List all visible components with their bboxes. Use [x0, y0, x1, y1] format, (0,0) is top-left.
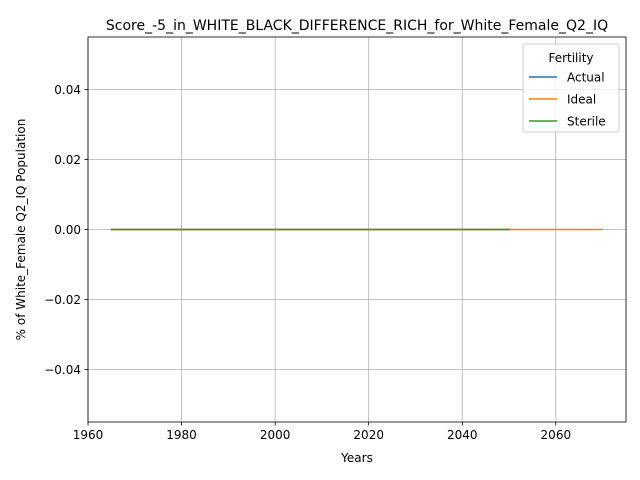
- legend-box: [522, 43, 620, 133]
- x-tick-label: 2000: [260, 428, 291, 442]
- y-tick-label: −0.04: [44, 363, 81, 377]
- y-tick-label: 0.02: [54, 153, 81, 167]
- x-tick-label: 2040: [447, 428, 478, 442]
- legend-title: Fertility: [548, 51, 593, 65]
- x-tick-label: 2020: [353, 428, 384, 442]
- x-axis-label: Years: [340, 451, 373, 465]
- y-tick-label: 0.04: [54, 83, 81, 97]
- y-tick-label: 0.00: [54, 223, 81, 237]
- y-axis-label: % of White_Female Q2_IQ Population: [14, 119, 28, 341]
- x-tick-label: 1980: [166, 428, 197, 442]
- y-axis-ticks: −0.04 −0.02 0.00 0.02 0.04: [44, 83, 88, 377]
- legend-label-sterile: Sterile: [567, 115, 606, 129]
- legend: Fertility Actual Ideal Sterile: [522, 43, 620, 133]
- x-tick-label: 2060: [541, 428, 572, 442]
- x-tick-label: 1960: [73, 428, 104, 442]
- x-axis-ticks: 1960 1980 2000 2020 2040 2060: [73, 422, 571, 442]
- chart-title: Score_-5_in_WHITE_BLACK_DIFFERENCE_RICH_…: [106, 18, 608, 34]
- legend-label-actual: Actual: [567, 71, 605, 85]
- legend-label-ideal: Ideal: [567, 93, 596, 107]
- y-tick-label: −0.02: [44, 293, 81, 307]
